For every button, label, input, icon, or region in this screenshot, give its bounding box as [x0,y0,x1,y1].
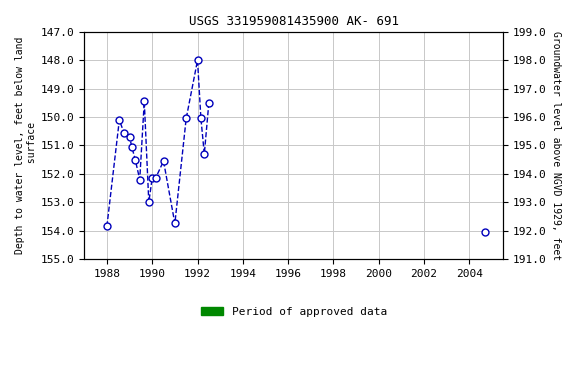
Bar [480,259,486,266]
Y-axis label: Depth to water level, feet below land
 surface: Depth to water level, feet below land su… [15,37,37,254]
Legend: Period of approved data: Period of approved data [196,303,392,321]
Y-axis label: Groundwater level above NGVD 1929, feet: Groundwater level above NGVD 1929, feet [551,31,561,260]
Bar [107,259,214,266]
Title: USGS 331959081435900 AK- 691: USGS 331959081435900 AK- 691 [189,15,399,28]
